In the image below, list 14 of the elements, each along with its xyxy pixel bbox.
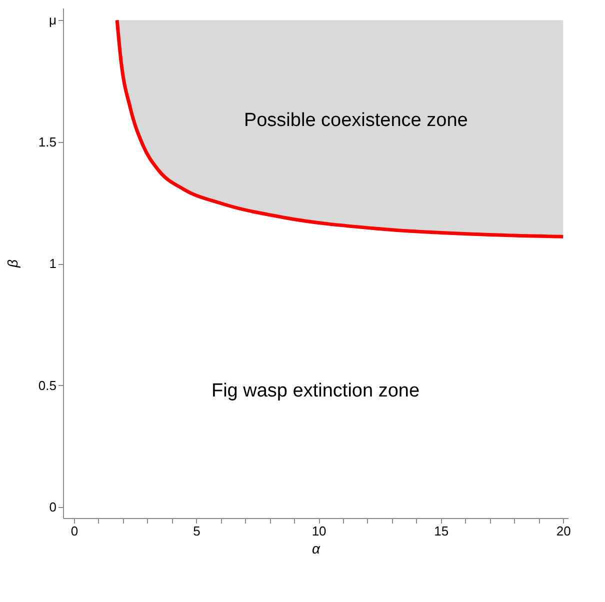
x-tick-label: 10 [312, 524, 326, 538]
x-tick-label: 15 [434, 524, 449, 538]
x-tick-label: 0 [70, 524, 78, 538]
y-tick-label: 1 [49, 256, 56, 272]
y-tick-label: 1.5 [38, 134, 56, 150]
x-tick-label: 5 [193, 524, 200, 538]
y-tick-label: μ [49, 12, 56, 28]
x-tick-label: 20 [556, 524, 571, 538]
annotation: Fig wasp extinction zone [211, 380, 420, 402]
y-axis-title: β [4, 260, 20, 268]
annotation: Possible coexistence zone [244, 110, 468, 132]
y-tick-label: 0 [49, 500, 56, 515]
x-axis-title: α [312, 540, 322, 556]
y-tick-label: 0.5 [38, 378, 56, 393]
